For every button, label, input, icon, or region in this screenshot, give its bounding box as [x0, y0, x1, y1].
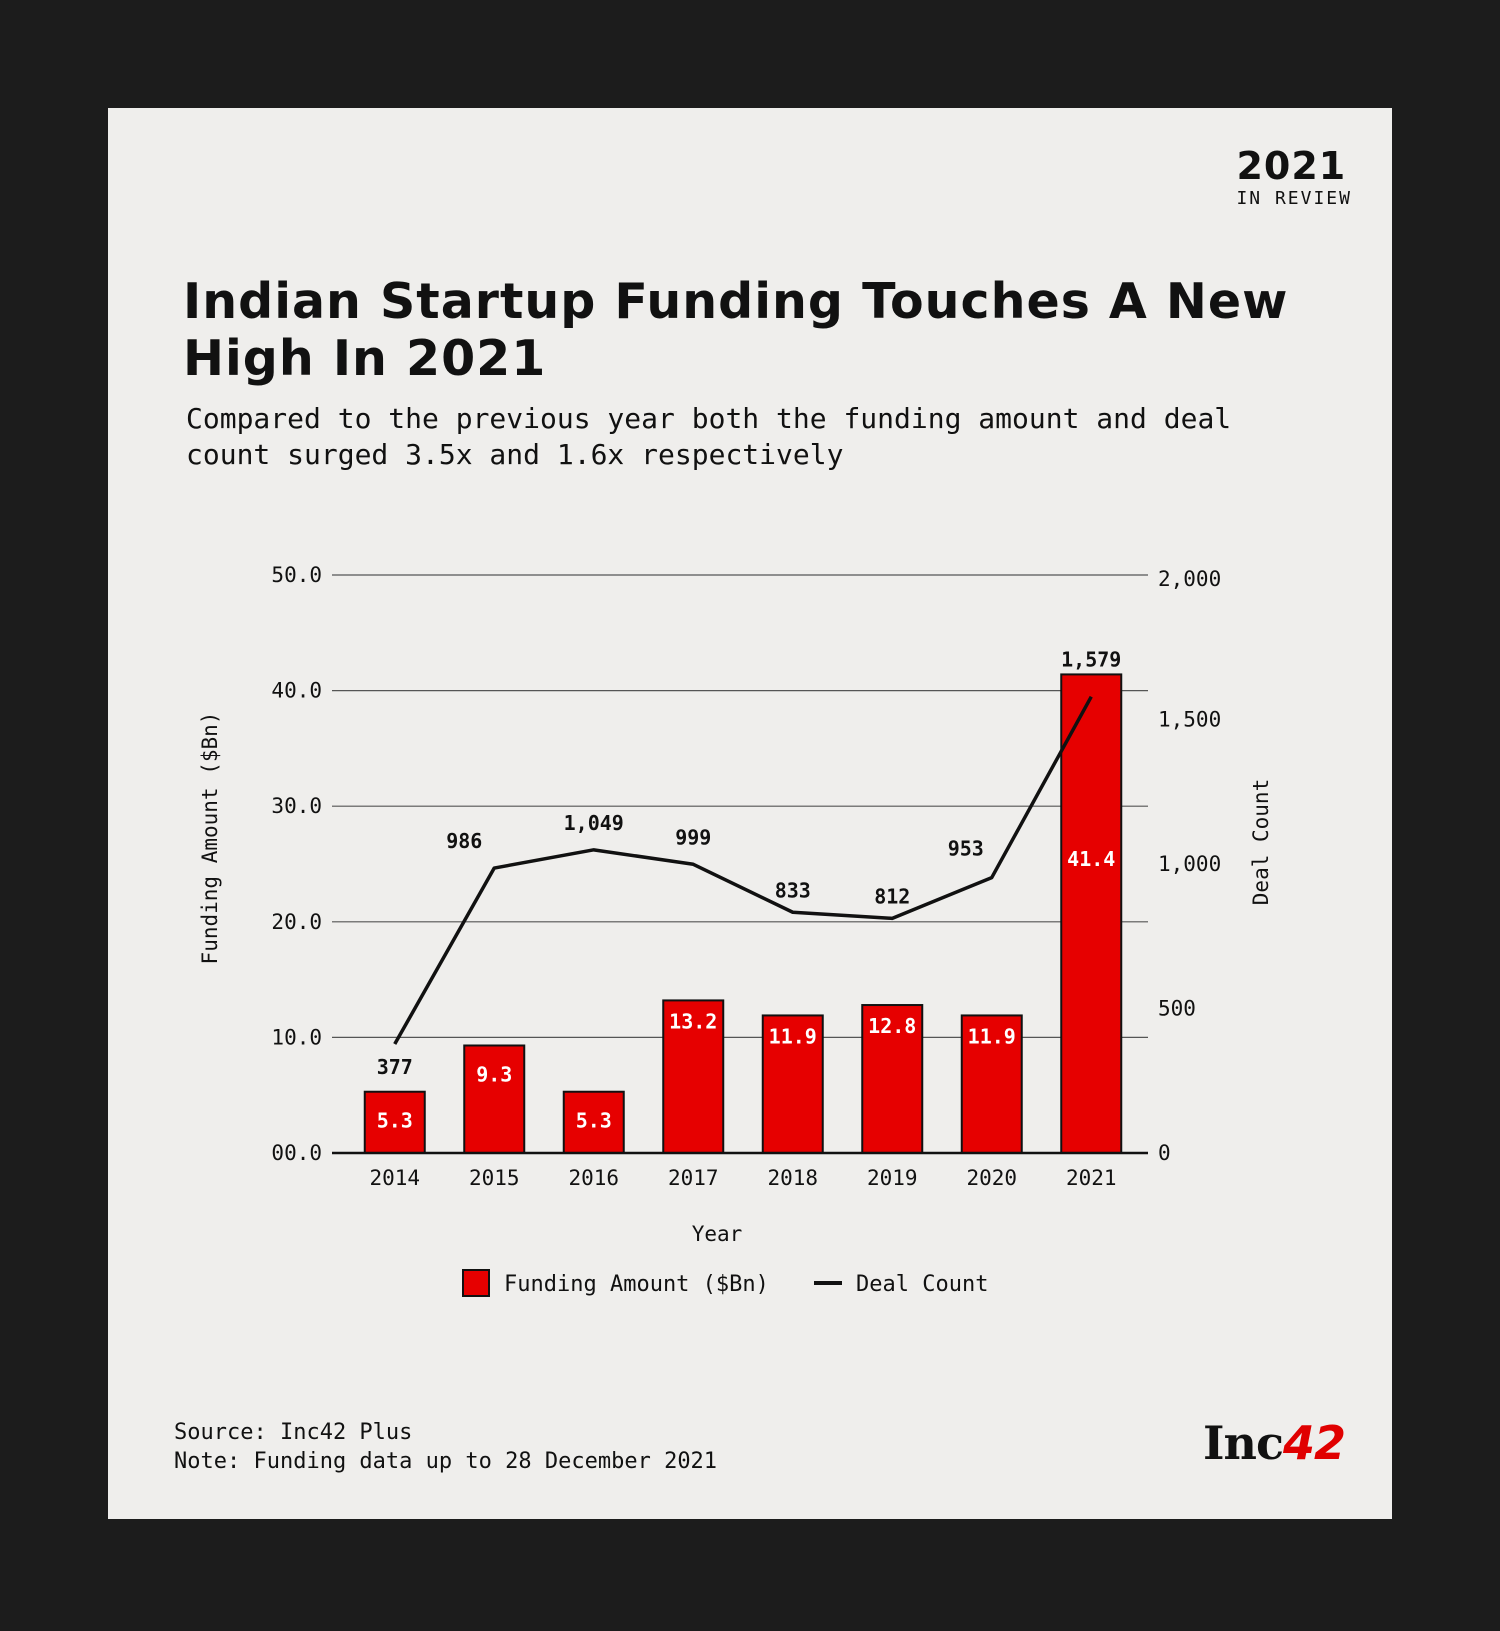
x-axis-title: Year: [692, 1222, 743, 1246]
bar: [960, 1014, 1023, 1154]
y-tick-label: 10.0: [271, 1025, 322, 1049]
bar-value-label: 13.2: [669, 1009, 717, 1033]
y2-tick-label: 500: [1158, 997, 1196, 1021]
bar-value-label: 11.9: [769, 1024, 817, 1048]
bar: [761, 1014, 824, 1154]
y-tick-label: 00.0: [271, 1141, 322, 1165]
source-text: Source: Inc42 Plus: [174, 1420, 413, 1445]
x-tick-label: 2017: [668, 1166, 719, 1190]
bar: [861, 1004, 924, 1154]
y-tick-label: 20.0: [271, 910, 322, 934]
y2-tick-label: 0: [1158, 1141, 1171, 1165]
page-subtitle: Compared to the previous year both the f…: [186, 402, 1232, 471]
x-tick-label: 2019: [867, 1166, 918, 1190]
year-badge: 2021 IN REVIEW: [1236, 146, 1352, 209]
logo-number: 42: [1282, 1416, 1346, 1470]
legend-label-funding: Funding Amount ($Bn): [504, 1272, 769, 1297]
y2-tick-label: 2,000: [1158, 567, 1221, 591]
legend-label-deals: Deal Count: [856, 1272, 988, 1297]
x-tick-label: 2016: [568, 1166, 619, 1190]
deal-count-line: [393, 695, 1093, 1045]
logo-text: Inc: [1203, 1416, 1284, 1470]
footer: Source: Inc42 Plus Note: Funding data up…: [174, 1418, 717, 1476]
badge-year: 2021: [1236, 144, 1347, 188]
bar-value-label: 41.4: [1067, 847, 1115, 871]
deal-count-label: 377: [377, 1055, 413, 1079]
y-tick-label: 40.0: [271, 679, 322, 703]
inc42-logo: Inc42: [1203, 1416, 1346, 1470]
bar-value-label: 11.9: [968, 1024, 1016, 1048]
y2-axis-title: Deal Count: [1249, 779, 1273, 905]
bar: [562, 1090, 625, 1154]
bar-value-label: 9.3: [476, 1062, 512, 1086]
legend-swatch-funding: [462, 1269, 490, 1297]
infographic-card: 2021 IN REVIEW Indian Startup Funding To…: [108, 108, 1392, 1519]
bar: [1060, 673, 1123, 1155]
note-text: Note: Funding data up to 28 December 202…: [174, 1449, 718, 1474]
bar-value-label: 5.3: [377, 1109, 413, 1133]
deal-count-label: 986: [446, 829, 482, 853]
y-tick-label: 30.0: [271, 794, 322, 818]
deal-count-label: 999: [675, 825, 711, 849]
bar-value-label: 12.8: [868, 1014, 916, 1038]
funding-chart: 00.0 10.0 20.0 30.0 40.0 50.0 0 500 1,000 1,500 2,…: [198, 563, 1273, 1297]
x-tick-label: 2015: [469, 1166, 520, 1190]
y2-tick-label: 1,000: [1158, 852, 1221, 876]
y-tick-label: 50.0: [271, 563, 322, 587]
deal-count-label: 833: [775, 878, 811, 902]
bar-value-label: 5.3: [576, 1109, 612, 1133]
badge-label: IN REVIEW: [1236, 188, 1352, 209]
bar: [363, 1090, 426, 1154]
y-axis-title: Funding Amount ($Bn): [198, 712, 222, 965]
y2-tick-label: 1,500: [1158, 708, 1221, 732]
deal-count-label: 1,049: [564, 811, 624, 835]
deal-count-label: 953: [948, 837, 984, 861]
x-tick-label: 2021: [1066, 1166, 1117, 1190]
page-title: Indian Startup Funding Touches A New Hig…: [183, 273, 1289, 387]
deal-count-label: 812: [874, 884, 910, 908]
x-tick-label: 2014: [369, 1166, 420, 1190]
x-tick-label: 2018: [767, 1166, 818, 1190]
x-tick-label: 2020: [966, 1166, 1017, 1190]
deal-count-label: 1,579: [1061, 648, 1121, 672]
